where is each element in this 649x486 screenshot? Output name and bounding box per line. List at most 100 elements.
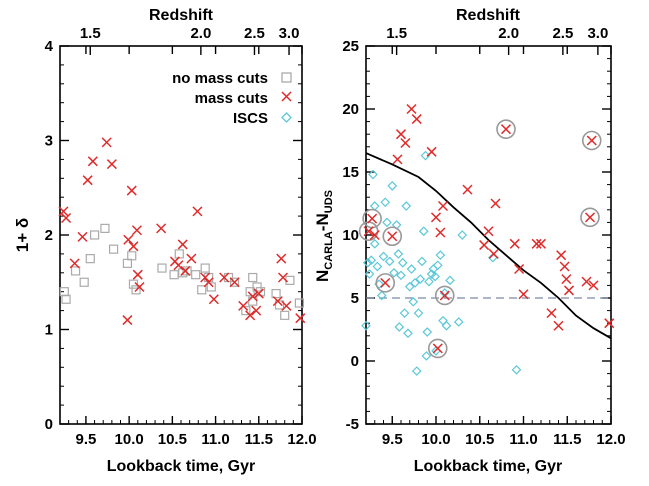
right-x-tick-label: 9.5 <box>382 431 403 448</box>
right-y-tick-label: 15 <box>342 164 359 181</box>
left-x-tick-label: 9.5 <box>75 431 96 448</box>
no-mass-cuts-point <box>206 282 216 292</box>
iscs-point <box>415 274 426 284</box>
no-mass-cuts-point <box>280 310 290 320</box>
highlight-circle <box>382 226 403 247</box>
iscs-point <box>413 308 424 318</box>
iscs-point <box>368 169 378 180</box>
left-y-tick-label: 0 <box>45 416 53 433</box>
mass-cuts-point <box>295 313 306 324</box>
right-x-tick-label: 10.0 <box>421 431 450 448</box>
no-mass-cuts-point <box>85 254 95 264</box>
legend-label-mass-cuts: mass cuts <box>195 90 268 107</box>
mass-cuts-point <box>518 289 529 300</box>
mass-cuts-point <box>432 343 443 354</box>
trend-curve <box>365 152 612 340</box>
mass-cuts-point <box>439 290 450 301</box>
iscs-point <box>408 296 419 307</box>
left-y-tick-label: 2 <box>45 227 53 244</box>
mass-cuts-point <box>208 294 219 305</box>
iscs-point <box>382 217 392 228</box>
mass-cuts-point <box>426 146 437 157</box>
legend-label-no-mass-cuts: no mass cuts <box>172 70 268 87</box>
mass-cuts-point <box>500 124 512 135</box>
mass-cuts-point <box>367 213 378 224</box>
iscs-point <box>397 257 408 268</box>
mass-cuts-point <box>563 285 575 296</box>
left-redshift-tick-label: 3.0 <box>279 25 300 42</box>
mass-cuts-point <box>483 226 494 237</box>
left-ticks: 9.5 10.0 10.5 11.0 11.5 12.0 1.5 2.0 2.5 3.0 0 1 2 3 4 <box>45 25 317 448</box>
mass-cuts-point <box>559 261 570 272</box>
no-mass-cuts-point <box>200 263 210 273</box>
right-y-axis-label: NCARLA-NUDS <box>313 190 335 282</box>
highlight-circle <box>580 207 600 228</box>
mass-cuts-point <box>58 206 69 217</box>
mass-cuts-point <box>400 137 411 149</box>
mass-cuts-point <box>276 253 287 264</box>
mass-cuts-point <box>479 240 490 251</box>
iscs-point <box>445 275 455 286</box>
right-redshift-tick-label: 2.0 <box>498 25 519 42</box>
iscs-point <box>438 315 448 326</box>
iscs-point <box>422 327 433 337</box>
mass-cuts-point <box>200 272 211 283</box>
legend-label-iscs: ISCS <box>233 110 268 127</box>
highlight-circle <box>496 119 516 139</box>
legend-x-marker <box>281 91 292 102</box>
mass-cuts-point <box>106 159 117 170</box>
mass-cuts-point <box>272 296 283 307</box>
mass-cuts-point <box>488 248 499 259</box>
mass-cuts-point <box>101 137 112 148</box>
iscs-point <box>435 250 446 261</box>
left-x-tick-label: 10.5 <box>158 431 187 448</box>
mass-cuts-point <box>437 200 449 212</box>
mass-cuts-point <box>186 253 197 264</box>
iscs-point <box>441 320 452 331</box>
mass-cuts-point <box>238 300 249 311</box>
left-points <box>58 137 306 326</box>
mass-cuts-point <box>77 231 88 242</box>
right-points <box>358 103 615 376</box>
left-x-axis-label: Lookback time, Gyr <box>107 458 256 475</box>
mass-cuts-point <box>128 241 139 252</box>
left-redshift-tick-label: 1.5 <box>80 25 101 42</box>
right-x-tick-label: 11.5 <box>553 431 581 448</box>
mass-cuts-point <box>462 184 473 195</box>
mass-cuts-point <box>411 114 422 125</box>
mass-cuts-point <box>123 234 134 245</box>
mass-cuts-point <box>134 281 145 293</box>
mass-cuts-point <box>406 103 417 115</box>
iscs-point <box>430 271 440 282</box>
right-top-axis-label: Redshift <box>456 7 521 24</box>
left-x-tick-label: 11.0 <box>201 431 229 448</box>
no-mass-cuts-point <box>294 298 305 308</box>
left-y-tick-label: 1 <box>45 322 53 339</box>
mass-cuts-point <box>430 212 442 223</box>
mass-cuts-point <box>247 291 258 302</box>
mass-cuts-point <box>514 263 525 275</box>
iscs-point <box>387 181 398 191</box>
no-mass-cuts-point <box>245 287 255 297</box>
right-x-axis-label: Lookback time, Gyr <box>414 458 563 475</box>
iscs-point <box>432 260 443 271</box>
mass-cuts-point <box>535 238 547 249</box>
right-y-tick-label: 5 <box>351 290 359 307</box>
iscs-point <box>372 261 383 272</box>
iscs-point <box>380 197 391 208</box>
mass-cuts-point <box>281 300 292 311</box>
left-y-tick-label: 3 <box>45 133 53 150</box>
mass-cuts-point <box>87 156 98 167</box>
right-y-tick-label: 20 <box>342 101 359 118</box>
mass-cuts-point <box>251 305 262 316</box>
mass-cuts-point <box>509 238 520 249</box>
mass-cuts-point <box>122 315 133 326</box>
iscs-point <box>418 226 429 237</box>
mass-cuts-point <box>219 272 230 283</box>
left-redshift-tick-label: 2.0 <box>190 25 211 42</box>
right-x-tick-label: 12.0 <box>596 431 625 448</box>
left-x-tick-label: 10.0 <box>115 431 144 448</box>
mass-cuts-point <box>380 277 391 288</box>
iscs-point <box>421 351 432 361</box>
